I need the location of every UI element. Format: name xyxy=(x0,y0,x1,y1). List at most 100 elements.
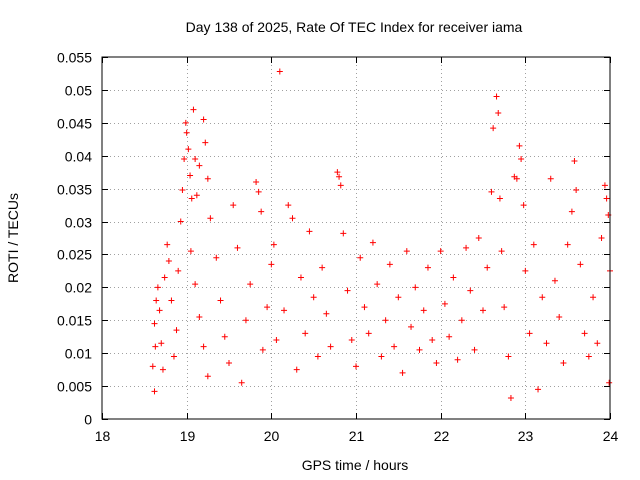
data-point xyxy=(202,139,209,146)
data-point xyxy=(242,317,249,324)
data-point xyxy=(170,353,177,360)
y-tick-labels: 0 0.005 0.01 0.015 0.02 0.025 0.03 0.035 0.04 0.0… xyxy=(57,50,92,428)
data-point xyxy=(336,173,343,180)
data-point xyxy=(165,258,172,265)
data-point xyxy=(598,235,605,241)
data-point xyxy=(302,330,309,337)
data-point xyxy=(606,379,613,386)
data-point xyxy=(535,386,542,393)
data-point xyxy=(391,343,398,350)
data-point xyxy=(173,327,180,334)
data-point xyxy=(268,261,275,268)
data-point xyxy=(590,294,597,301)
y-tick-label: 0.05 xyxy=(65,83,92,99)
data-point xyxy=(594,340,601,347)
data-point xyxy=(177,218,184,225)
data-point xyxy=(327,343,334,350)
data-point xyxy=(490,125,497,132)
data-point xyxy=(348,337,355,344)
data-point xyxy=(281,307,288,314)
data-point xyxy=(285,202,292,209)
data-point xyxy=(344,287,351,294)
data-point xyxy=(357,254,364,261)
data-point xyxy=(196,313,203,320)
data-point xyxy=(568,208,575,215)
data-point xyxy=(334,169,341,176)
data-point xyxy=(276,68,283,75)
data-point xyxy=(446,333,453,340)
data-point xyxy=(190,106,197,113)
x-tick-labels: 18 19 20 21 22 23 24 xyxy=(95,428,619,444)
data-point xyxy=(412,284,419,291)
data-point xyxy=(314,353,321,360)
data-point xyxy=(161,274,168,281)
data-point xyxy=(382,317,389,324)
data-point xyxy=(496,195,503,202)
data-point xyxy=(507,394,514,401)
data-point xyxy=(179,186,186,193)
data-point xyxy=(238,379,245,386)
data-point xyxy=(543,340,550,347)
data-point xyxy=(573,186,580,193)
data-point xyxy=(475,235,482,241)
data-point xyxy=(424,264,431,271)
data-point xyxy=(293,366,300,373)
data-point xyxy=(217,297,224,304)
data-point xyxy=(513,175,520,182)
y-tick-label: 0.02 xyxy=(65,280,92,296)
y-tick-label: 0.055 xyxy=(57,50,92,66)
data-point xyxy=(259,346,266,353)
data-points xyxy=(149,68,613,401)
chart-title: Day 138 of 2025, Rate Of TEC Index for r… xyxy=(186,19,523,35)
data-point xyxy=(164,241,171,248)
data-point xyxy=(420,307,427,314)
x-tick-label: 24 xyxy=(603,428,619,444)
data-point xyxy=(560,360,567,367)
data-point xyxy=(207,215,214,222)
x-tick-label: 23 xyxy=(518,428,534,444)
y-tick-label: 0.03 xyxy=(65,215,92,231)
data-point xyxy=(429,337,436,344)
data-point xyxy=(273,337,280,344)
data-point xyxy=(450,274,457,281)
data-point xyxy=(153,297,160,304)
x-tick-label: 22 xyxy=(434,428,450,444)
data-point xyxy=(577,261,584,268)
data-point xyxy=(255,188,262,195)
data-point xyxy=(498,248,505,255)
data-point xyxy=(458,317,465,324)
data-point xyxy=(603,195,610,202)
data-point xyxy=(175,267,182,274)
y-tick-label: 0.035 xyxy=(57,182,92,198)
data-point xyxy=(323,310,330,317)
data-point xyxy=(234,244,241,251)
data-point xyxy=(310,294,317,301)
data-point xyxy=(221,333,228,340)
data-point xyxy=(374,281,381,288)
data-point xyxy=(495,109,502,116)
data-point xyxy=(187,172,194,179)
y-tick-label: 0.015 xyxy=(57,313,92,329)
y-tick-label: 0.045 xyxy=(57,116,92,132)
data-point xyxy=(505,353,512,360)
data-point xyxy=(213,254,220,261)
data-point xyxy=(530,241,537,248)
data-point xyxy=(183,129,190,136)
data-point xyxy=(200,343,207,350)
data-point xyxy=(154,284,161,291)
data-point xyxy=(151,388,158,395)
data-point xyxy=(149,363,156,370)
data-point xyxy=(306,228,313,235)
data-point xyxy=(337,182,344,189)
grid-lines xyxy=(102,57,610,419)
data-point xyxy=(547,175,554,182)
data-point xyxy=(551,277,558,284)
x-tick-label: 18 xyxy=(95,428,111,444)
data-point xyxy=(493,93,500,100)
data-point xyxy=(516,142,523,149)
x-axis-label: GPS time / hours xyxy=(302,457,409,473)
data-point xyxy=(340,230,347,237)
data-point xyxy=(571,157,578,164)
data-point xyxy=(270,241,277,248)
